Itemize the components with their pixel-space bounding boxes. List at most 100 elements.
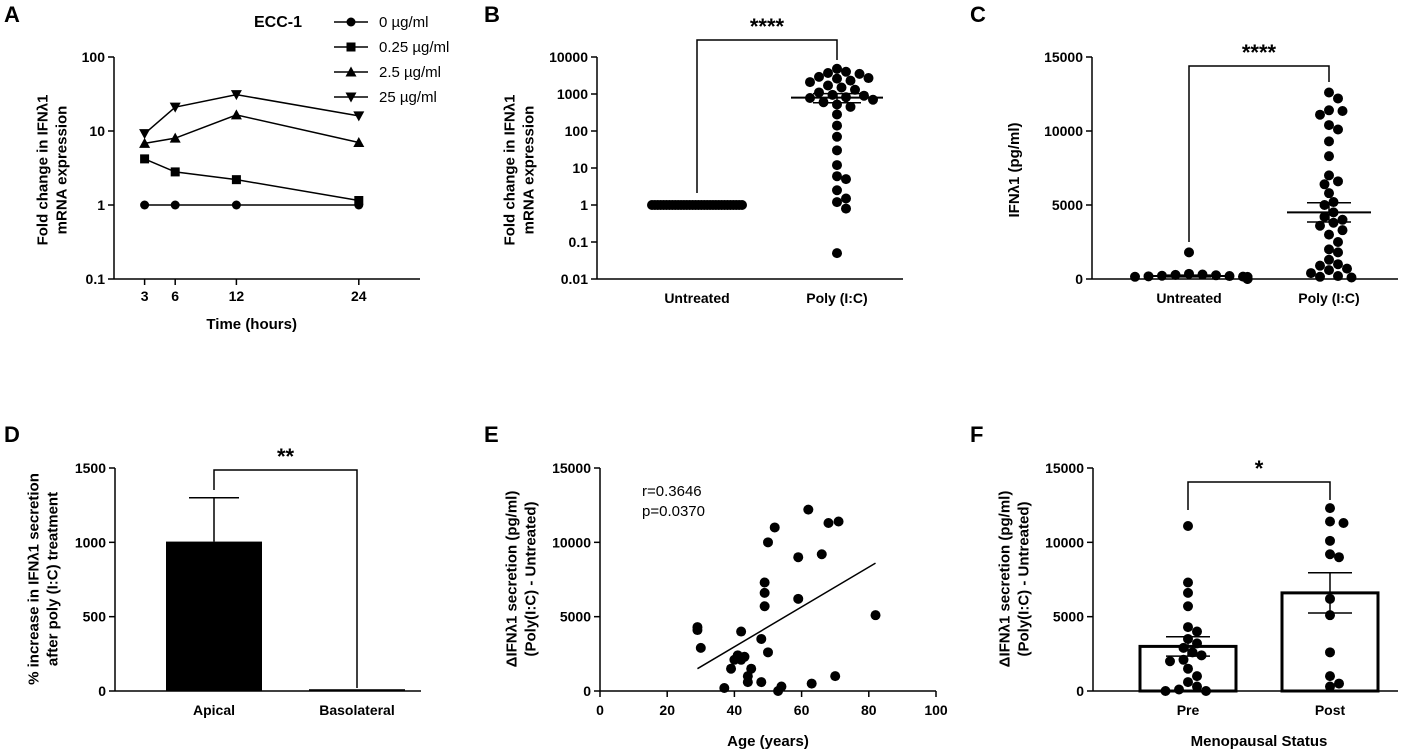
x-tick-label: 12 (229, 288, 245, 304)
data-point (1160, 686, 1171, 696)
data-point (1333, 247, 1343, 258)
significance-label: * (1255, 456, 1264, 481)
data-point (169, 102, 181, 113)
data-point (140, 200, 150, 210)
data-point (823, 518, 834, 529)
data-point (1324, 188, 1334, 199)
data-point (1337, 106, 1348, 117)
data-point (841, 203, 851, 214)
data-point (1183, 677, 1193, 688)
data-point (830, 671, 841, 682)
x-axis-title: Menopausal Status (1191, 733, 1328, 750)
data-point (1324, 229, 1334, 240)
data-point (769, 522, 780, 533)
x-tick-label: 24 (351, 288, 367, 304)
data-point (1192, 671, 1202, 682)
data-point (1337, 214, 1348, 225)
panel-c: 0 5000 10000 15000 IFNλ1 (pg/ml) Untreated Pol… (1006, 40, 1398, 306)
data-point (863, 73, 874, 84)
data-point (1325, 535, 1335, 546)
x-tick-label: 60 (794, 702, 810, 718)
data-point (1315, 260, 1325, 271)
data-point (169, 132, 181, 143)
y-tick-label: 100 (565, 123, 589, 139)
data-point (1165, 656, 1175, 667)
data-point (841, 66, 851, 77)
legend-label: 0 µg/ml (379, 14, 429, 31)
legend-marker (345, 92, 357, 103)
y-axis-title: ΔIFNλ1 secretion (pg/ml) (996, 491, 1013, 668)
data-point (793, 552, 804, 563)
y-tick-label: 0 (98, 683, 106, 699)
data-point (759, 587, 770, 598)
y-axis-title: Fold change in IFNλ1 (501, 95, 518, 246)
data-point (763, 537, 773, 548)
data-point (1319, 200, 1330, 210)
y-axis-title: after poly (I:C) treatment (44, 492, 61, 666)
y-axis-title: (Poly(I:C) - Untreated) (522, 502, 539, 657)
data-point (845, 75, 856, 86)
data-point (1183, 587, 1193, 598)
data-point (170, 167, 180, 177)
data-point (836, 82, 847, 93)
y-tick-label: 500 (83, 609, 107, 625)
data-point (1346, 272, 1357, 283)
data-point (140, 154, 150, 164)
data-point (806, 678, 817, 689)
data-point (1183, 520, 1193, 531)
series-line (144, 158, 359, 202)
data-point (736, 626, 747, 637)
y-tick-label: 1000 (557, 86, 588, 102)
panel-label: F (970, 422, 983, 447)
y-tick-label: 0 (1076, 683, 1084, 699)
data-point (170, 200, 180, 210)
panel-e: 0 5000 10000 15000 ΔIFNλ1 secretion (pg/ml)(… (503, 460, 947, 750)
y-tick-label: 10000 (549, 49, 588, 65)
legend-marker (346, 17, 356, 27)
data-point (353, 111, 365, 122)
data-point (1192, 638, 1202, 649)
data-point (1178, 654, 1189, 665)
y-axis-title: ΔIFNλ1 secretion (pg/ml) (503, 491, 520, 668)
data-point (1183, 622, 1193, 633)
x-tick-label: 40 (727, 702, 743, 718)
data-point (845, 101, 856, 112)
y-axis-title: (Poly(I:C) - Untreated) (1015, 502, 1032, 657)
data-point (1333, 93, 1343, 104)
y-tick-label: 0.1 (86, 271, 106, 287)
data-point (832, 185, 842, 196)
significance-bracket (696, 39, 838, 193)
x-tick-label: 80 (861, 702, 877, 718)
data-point (1324, 170, 1334, 181)
bar (309, 689, 405, 691)
y-tick-label: 10 (572, 160, 588, 176)
data-point (833, 516, 844, 527)
data-point (1192, 681, 1202, 692)
significance-label: **** (1242, 40, 1277, 65)
data-point (742, 677, 753, 688)
category-label: Poly (I:C) (806, 290, 867, 306)
data-point (1324, 136, 1334, 147)
data-point (737, 200, 747, 210)
data-point (1201, 686, 1211, 696)
data-point (231, 175, 241, 185)
data-point (1333, 176, 1343, 187)
data-point (841, 174, 851, 185)
regression-line (697, 562, 876, 670)
data-point (354, 196, 364, 206)
data-point (230, 109, 242, 120)
y-tick-label: 1 (97, 197, 105, 213)
y-tick-label: 0.1 (569, 234, 589, 250)
panel-label: B (484, 2, 500, 27)
data-point (816, 549, 827, 560)
data-point (859, 90, 869, 101)
y-axis-title: mRNA expression (520, 106, 537, 235)
data-point (1334, 678, 1344, 689)
x-tick-label: 6 (171, 288, 179, 304)
annotation: p=0.0370 (642, 503, 705, 520)
x-tick-label: 0 (596, 702, 604, 718)
y-tick-label: 10000 (1045, 534, 1084, 550)
data-point (1333, 259, 1343, 270)
x-tick-label: 20 (659, 702, 675, 718)
data-point (1325, 549, 1335, 560)
